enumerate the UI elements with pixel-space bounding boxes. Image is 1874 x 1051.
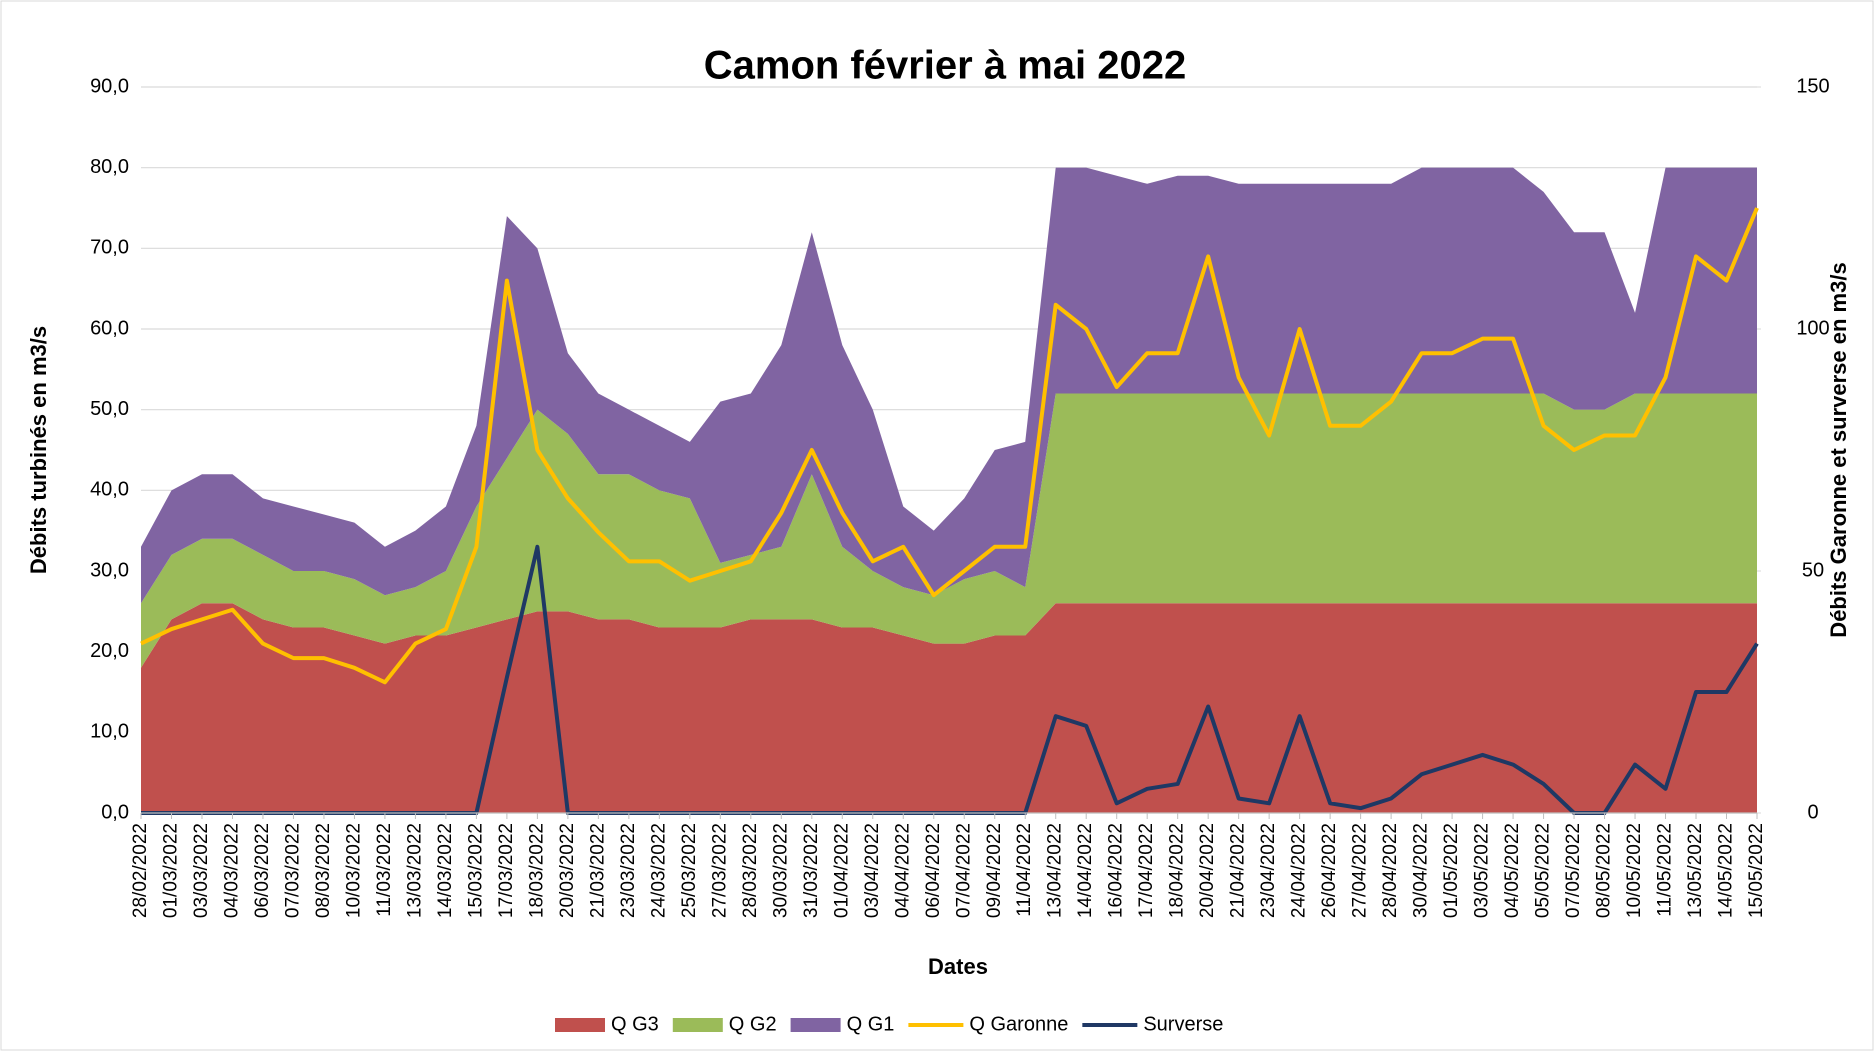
legend-item: Q G2 <box>672 1013 777 1035</box>
x-tick-label: 04/05/2022 <box>1502 823 1523 918</box>
x-tick-label: 06/03/2022 <box>252 823 273 918</box>
x-tick-label: 25/03/2022 <box>679 823 700 918</box>
legend-item: Surverse <box>1082 1013 1223 1035</box>
x-tick-label: 07/04/2022 <box>953 823 974 918</box>
legend-item: Q Garonne <box>908 1013 1068 1035</box>
y-tick-label: 60,0 <box>90 317 129 339</box>
y-tick-label: 10,0 <box>90 721 129 743</box>
chart-title: Camon février à mai 2022 <box>704 44 1186 88</box>
legend-swatch <box>672 1018 723 1032</box>
x-tick-label: 13/04/2022 <box>1045 823 1066 918</box>
x-tick-label: 10/05/2022 <box>1624 823 1645 918</box>
legend-swatch <box>790 1018 841 1032</box>
y-tick-label: 0,0 <box>101 801 129 823</box>
x-tick-label: 14/05/2022 <box>1716 823 1737 918</box>
x-tick-label: 08/05/2022 <box>1594 823 1615 918</box>
area <box>141 603 1757 813</box>
x-tick-label: 08/03/2022 <box>313 823 334 918</box>
x-tick-label: 03/04/2022 <box>862 823 883 918</box>
x-tick-label: 26/04/2022 <box>1319 823 1340 918</box>
x-tick-label: 31/03/2022 <box>801 823 822 918</box>
y-tick-label: 50,0 <box>90 398 129 420</box>
legend-label: Q G1 <box>847 1013 895 1035</box>
x-tick-label: 27/03/2022 <box>709 823 730 918</box>
y-tick-label: 70,0 <box>90 237 129 259</box>
line <box>140 207 1759 685</box>
x-tick-label: 17/03/2022 <box>496 823 517 918</box>
legend-label: Q G3 <box>611 1013 659 1035</box>
y-tick-label: 80,0 <box>90 156 129 178</box>
x-tick-label: 07/05/2022 <box>1563 823 1584 918</box>
x-tick-label: 01/05/2022 <box>1441 823 1462 918</box>
y2-tick-label: 50 <box>1802 559 1824 581</box>
legend-item: Q G1 <box>790 1013 895 1035</box>
legend-item: Q G3 <box>555 1013 659 1035</box>
y-tick-label: 20,0 <box>90 640 129 662</box>
y-tick-label: 40,0 <box>90 479 129 501</box>
x-tick-label: 01/03/2022 <box>161 823 182 918</box>
x-tick-label: 11/04/2022 <box>1014 823 1035 917</box>
legend-label: Q G2 <box>729 1013 777 1035</box>
x-tick-label: 13/05/2022 <box>1685 823 1706 918</box>
x-tick-label: 30/03/2022 <box>770 823 791 918</box>
x-tick-label: 10/03/2022 <box>343 823 364 918</box>
x-tick-label: 05/05/2022 <box>1533 823 1554 918</box>
x-tick-label: 14/04/2022 <box>1075 823 1096 918</box>
legend-label: Q Garonne <box>969 1013 1068 1035</box>
x-tick-label: 24/04/2022 <box>1289 823 1310 918</box>
y2-axis-title: Débits Garonne et surverse en m3/s <box>1826 262 1851 637</box>
x-tick-label: 16/04/2022 <box>1106 823 1127 918</box>
x-tick-label: 20/04/2022 <box>1197 823 1218 918</box>
y-tick-label: 90,0 <box>90 75 129 97</box>
x-tick-label: 15/03/2022 <box>465 823 486 918</box>
x-tick-label: 28/04/2022 <box>1380 823 1401 918</box>
x-tick-label: 01/04/2022 <box>831 823 852 918</box>
x-tick-label: 21/03/2022 <box>587 823 608 918</box>
x-tick-label: 18/03/2022 <box>526 823 547 918</box>
x-tick-label: 23/04/2022 <box>1258 823 1279 918</box>
x-tick-label: 28/03/2022 <box>740 823 761 918</box>
x-tick-label: 09/04/2022 <box>984 823 1005 918</box>
x-tick-label: 21/04/2022 <box>1228 823 1249 918</box>
x-tick-label: 14/03/2022 <box>435 823 456 918</box>
x-tick-label: 17/04/2022 <box>1136 823 1157 918</box>
area <box>141 167 1757 604</box>
x-tick-label: 15/05/2022 <box>1746 823 1767 918</box>
x-tick-label: 27/04/2022 <box>1350 823 1371 918</box>
legend-swatch <box>555 1018 605 1032</box>
x-tick-label: 30/04/2022 <box>1411 823 1432 918</box>
x-tick-label: 04/04/2022 <box>892 823 913 918</box>
x-tick-label: 18/04/2022 <box>1167 823 1188 918</box>
x-tick-label: 06/04/2022 <box>923 823 944 918</box>
x-tick-label: 28/02/2022 <box>130 823 151 918</box>
y-tick-label: 30,0 <box>90 559 129 581</box>
x-tick-label: 24/03/2022 <box>648 823 669 918</box>
x-tick-label: 11/03/2022 <box>374 823 395 917</box>
x-axis-title: Dates <box>928 954 988 979</box>
x-tick-label: 23/03/2022 <box>618 823 639 918</box>
x-tick-label: 04/03/2022 <box>221 823 242 918</box>
y2-tick-label: 150 <box>1796 75 1829 97</box>
legend-label: Surverse <box>1143 1013 1223 1035</box>
y2-tick-label: 100 <box>1796 317 1829 339</box>
x-tick-label: 20/03/2022 <box>557 823 578 918</box>
x-tick-label: 03/05/2022 <box>1472 823 1493 918</box>
y2-tick-label: 0 <box>1807 801 1818 823</box>
x-tick-label: 07/03/2022 <box>282 823 303 918</box>
x-tick-label: 13/03/2022 <box>404 823 425 918</box>
x-tick-label: 03/03/2022 <box>191 823 212 918</box>
x-tick-label: 11/05/2022 <box>1655 823 1676 917</box>
y-axis-title: Débits turbinés en m3/s <box>26 326 51 574</box>
